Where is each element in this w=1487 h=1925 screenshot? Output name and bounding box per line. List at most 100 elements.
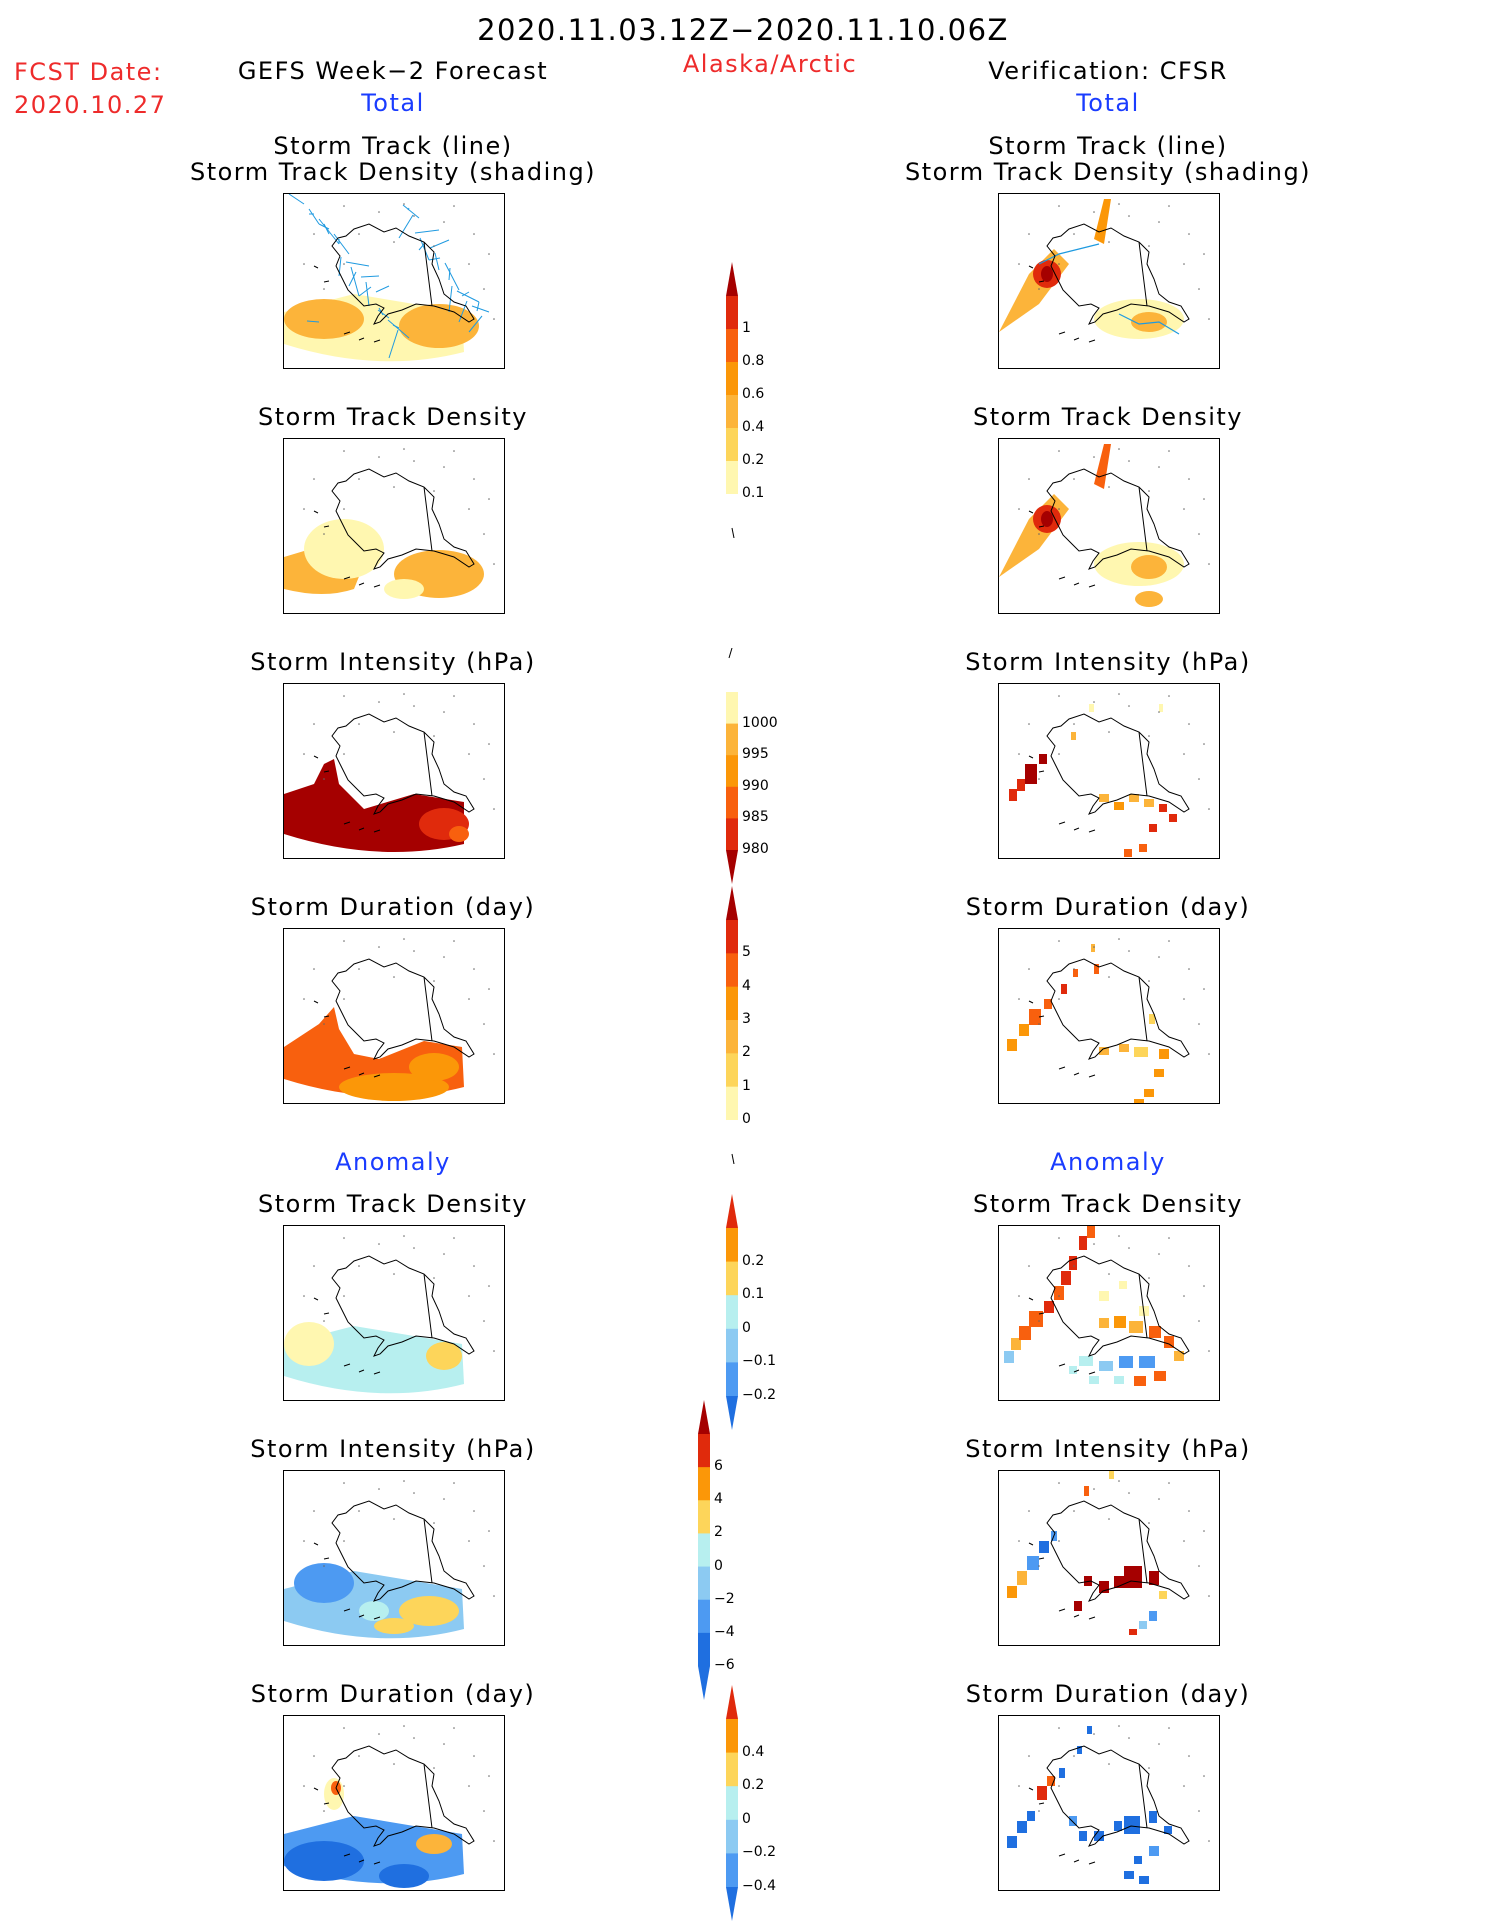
graticule-dot [343,1237,345,1239]
graticule-dot [378,1733,380,1735]
duration-cell [1091,944,1095,952]
density-mid [1094,444,1111,489]
colorbar-segment [726,296,738,330]
left-total-label: Total [361,89,425,117]
graticule-dot [1198,1565,1200,1567]
graticule-dot [1073,233,1075,235]
graticule-dot [343,450,345,452]
graticule-dot [1168,205,1170,207]
graticule-dot [1158,1253,1160,1255]
colorbar-segment [726,395,738,429]
anomaly-cell [1074,1601,1082,1611]
duration-cell [1019,1024,1029,1036]
graticule-dot [1108,1273,1110,1275]
duration-cell [1061,984,1067,994]
coastline [1046,1255,1190,1357]
colorbar-bottom-arrow [726,1396,738,1430]
map-fcst-density-total-svg [284,448,495,599]
graticule-dot [323,1565,325,1567]
graticule-dot [488,1530,490,1532]
graticule-dot [413,1737,415,1739]
colorbar-tick-label: 0.6 [742,386,765,402]
map-verif-duration-total [998,928,1220,1104]
colorbar-segment [726,1086,738,1121]
map-base [1018,1725,1210,1865]
colorbar-bottom-arrow [726,1120,738,1154]
left-anomaly-label: Anomaly [335,1148,451,1176]
map-base [303,1725,495,1865]
colorbar-tick-label: 985 [742,809,769,826]
graticule-dot [1148,1277,1150,1279]
storm-track-lines [288,194,490,359]
anomaly-neg-strong [284,1841,364,1881]
graticule-dot [413,1492,415,1494]
graticule-dot [1183,998,1185,1000]
map-base [303,448,495,588]
map-fcst-intensity-anomaly [283,1470,505,1646]
graticule-dot [488,253,490,255]
border-line [1138,241,1148,307]
anomaly-cell [1017,1571,1027,1585]
anomaly-cell [1099,1291,1109,1301]
track-line [476,301,480,312]
graticule-dot [358,478,360,480]
map-fcst-track-total [283,193,505,369]
graticule-dot [1188,1755,1190,1757]
graticule-dot [483,1810,485,1812]
graticule-dot [1188,478,1190,480]
graticule-dot [413,1247,415,1249]
graticule-dot [1183,753,1185,755]
graticule-dot [1058,263,1060,265]
graticule-dot [443,221,445,223]
anomaly-cell [1139,1621,1147,1629]
islands [1028,510,1096,588]
anomaly-cell [1119,1281,1127,1289]
graticule-dot [1198,1023,1200,1025]
graticule-dot [343,1785,345,1787]
duration-cell [1159,1049,1169,1059]
anomaly-cell [1059,1768,1065,1778]
graticule-dot [413,460,415,462]
colorbar-segment [726,329,738,363]
graticule-dot [313,478,315,480]
graticule-dot [1058,1540,1060,1542]
anomaly-cell [1027,1811,1035,1821]
graticule-dot [1108,486,1110,488]
graticule-dot [443,711,445,713]
left-track-line-title: Storm Track (line) [273,132,513,160]
graticule-dot [453,940,455,942]
graticule-dot [1203,1775,1205,1777]
graticule-dot [468,1785,470,1787]
colorbar-top-arrow [726,658,738,692]
graticule-dot [1093,1488,1095,1490]
anomaly-cell [1019,1326,1031,1340]
colorbar-svg [726,1194,738,1430]
map-fcst-density-total [283,438,505,614]
border-line [423,486,433,552]
density-mid [1131,555,1167,579]
anomaly-cell [1077,1746,1082,1754]
graticule-dot [303,998,305,1000]
anomaly-cell [1094,1831,1104,1841]
right-anomaly-label: Anomaly [1050,1148,1166,1176]
graticule-dot [493,1840,495,1842]
track-line [387,319,410,339]
colorbar-segment [726,755,738,788]
duration-cell [1144,1089,1154,1097]
graticule-dot [1058,508,1060,510]
map-base [303,1235,495,1375]
track-line [468,315,483,333]
map-verif-density-total-svg [999,444,1210,607]
anomaly-neg-strong [294,1563,354,1603]
graticule-dot [1188,1510,1190,1512]
graticule-dot [493,1595,495,1597]
graticule-dot [1093,456,1095,458]
graticule-dot [488,988,490,990]
graticule-dot [1038,1320,1040,1322]
anomaly-cell [1139,1876,1149,1884]
anomaly-cell [1039,1541,1049,1553]
track-line [444,262,460,291]
track-line [407,207,410,211]
right-track-shading-title: Storm Track Density (shading) [904,158,1312,186]
anomaly-cell [1037,1786,1047,1800]
